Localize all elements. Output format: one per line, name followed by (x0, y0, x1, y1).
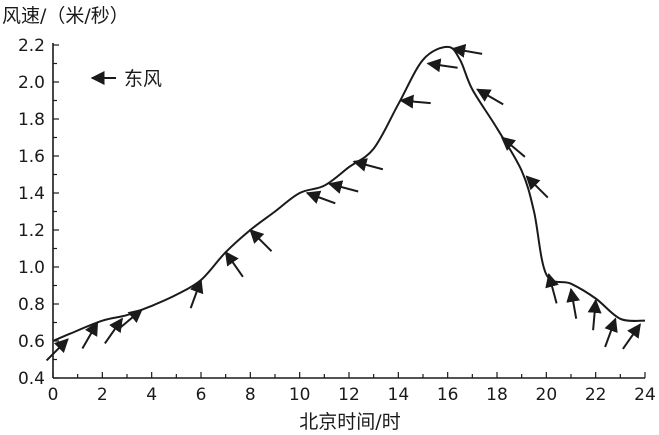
wind-direction-arrow-icon (622, 323, 641, 350)
wind-direction-arrow-icon (118, 308, 143, 330)
wind-arrow-layer (45, 43, 641, 362)
wind-direction-arrow-icon (249, 229, 273, 252)
x-axis: 0 2 4 6 8 10 12 14 16 18 20 22 24 (48, 372, 656, 405)
wind-direction-arrow-icon (305, 190, 336, 205)
y-tick-label: 1.8 (18, 110, 45, 130)
wind-direction-arrow-icon (451, 43, 483, 58)
wind-direction-arrow-icon (327, 180, 359, 194)
wind-direction-arrow-icon (500, 136, 526, 158)
x-tick-label: 14 (388, 385, 410, 405)
wind-direction-arrow-icon (476, 88, 504, 106)
wind-direction-arrow-icon (189, 278, 204, 309)
x-tick-label: 24 (634, 385, 656, 405)
x-tick-label: 0 (48, 385, 59, 405)
wind-direction-arrow-icon (525, 175, 549, 199)
wind-speed-line (52, 45, 646, 342)
x-axis-title: 北京时间/时 (299, 411, 400, 433)
x-tick-label: 16 (437, 385, 459, 405)
x-tick-label: 20 (536, 385, 558, 405)
x-tick-label: 6 (196, 385, 207, 405)
wind-direction-arrow-icon (587, 298, 602, 331)
wind-direction-arrow-icon (545, 273, 559, 304)
y-tick-label: 2.0 (18, 73, 45, 93)
y-tick-label: 1.2 (18, 221, 45, 241)
legend-label: 东风 (124, 68, 162, 90)
series-layer (52, 45, 646, 342)
y-tick-label: 1.0 (18, 258, 45, 278)
x-tick-label: 10 (289, 385, 311, 405)
wind-direction-arrow-icon (81, 321, 99, 349)
y-tick-label: 2.2 (18, 36, 45, 56)
wind-direction-arrow-icon (426, 58, 458, 73)
y-axis-title: 风速/（米/秒） (2, 5, 129, 27)
y-tick-label: 0.4 (18, 369, 45, 389)
x-tick-label: 12 (338, 385, 360, 405)
wind-direction-arrow-icon (224, 251, 244, 278)
wind-direction-arrow-icon (604, 317, 618, 348)
x-tick-label: 2 (97, 385, 108, 405)
wind-direction-arrow-icon (399, 94, 431, 109)
wind-direction-arrow-icon (566, 287, 581, 319)
y-tick-label: 0.8 (18, 295, 45, 315)
wind-direction-arrow-icon (104, 317, 123, 344)
x-tick-label: 4 (146, 385, 157, 405)
wind-direction-arrow-icon (45, 338, 69, 362)
y-tick-label: 0.6 (18, 332, 45, 352)
y-axis: 0.4 0.6 0.8 1.0 1.2 1.4 1.6 1.8 2.0 2.2 (18, 36, 59, 389)
wind-direction-arrow-icon (352, 158, 384, 172)
x-tick-label: 18 (486, 385, 508, 405)
legend: 东风 (90, 68, 162, 90)
x-tick-label: 22 (585, 385, 607, 405)
y-tick-label: 1.4 (18, 184, 45, 204)
y-tick-label: 1.6 (18, 147, 45, 167)
x-tick-label: 8 (245, 385, 256, 405)
